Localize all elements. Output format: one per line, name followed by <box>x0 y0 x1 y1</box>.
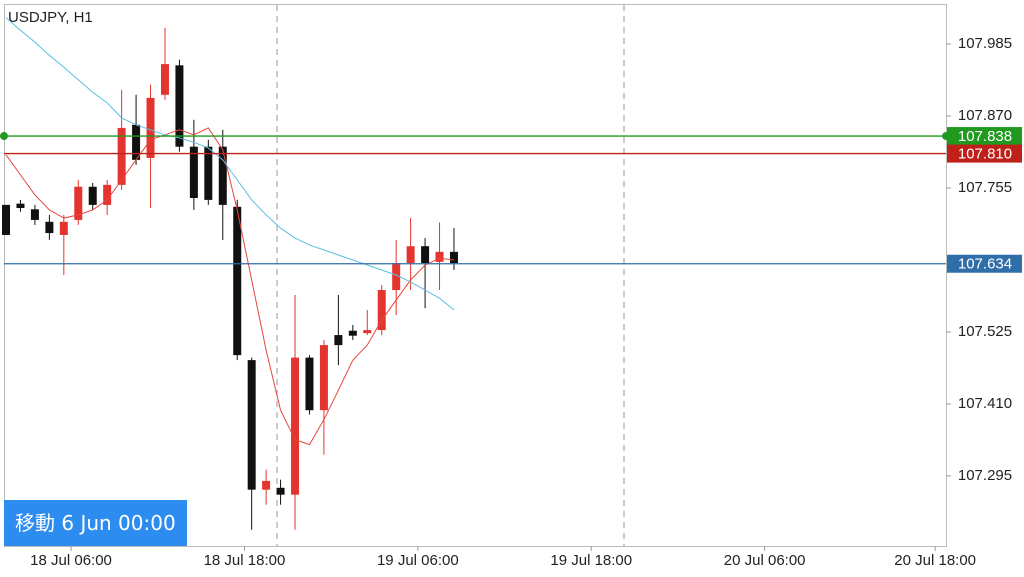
candle-body <box>160 64 169 95</box>
candle-body <box>2 204 11 235</box>
level-label-box <box>947 254 1022 273</box>
candle-body <box>16 203 25 209</box>
level-label: 107.838 <box>958 128 1012 145</box>
y-tick-label: 107.410 <box>958 395 1012 412</box>
chart-title: USDJPY, H1 <box>8 9 93 26</box>
x-tick-label: 18 Jul 06:00 <box>30 552 112 569</box>
candle-body <box>406 246 415 264</box>
candle-body <box>189 146 198 199</box>
candle-body <box>262 480 271 490</box>
candle-body <box>117 127 126 185</box>
candle-body <box>218 146 227 205</box>
candle-body <box>305 357 314 411</box>
level-label-box <box>947 127 1022 146</box>
candle-body <box>132 124 141 160</box>
candle-body <box>74 186 83 220</box>
candle-body <box>276 487 285 495</box>
y-tick-label: 107.525 <box>958 323 1012 340</box>
candle-body <box>45 221 54 234</box>
candle-body <box>421 246 430 264</box>
candle-body <box>291 357 300 495</box>
candle-body <box>319 345 328 411</box>
level-label: 107.810 <box>958 146 1012 163</box>
candle-body <box>233 206 242 356</box>
y-tick-label: 107.295 <box>958 467 1012 484</box>
candle-body <box>88 186 97 205</box>
candle-body <box>348 330 357 336</box>
candle-body <box>363 330 372 334</box>
x-tick-label: 19 Jul 18:00 <box>550 552 632 569</box>
y-tick-label: 107.755 <box>958 179 1012 196</box>
level-handle <box>0 132 8 141</box>
x-tick-label: 18 Jul 18:00 <box>204 552 286 569</box>
candle-body <box>175 65 184 147</box>
candle-body <box>59 221 68 235</box>
candle-body <box>103 184 112 205</box>
candle-body <box>449 251 458 264</box>
candle-body <box>30 209 39 220</box>
candle-body <box>146 97 155 158</box>
level-label-box <box>947 144 1022 163</box>
candle-body <box>435 251 444 262</box>
candle-body <box>334 335 343 346</box>
level-label: 107.634 <box>958 256 1012 273</box>
y-tick-label: 107.985 <box>958 35 1012 52</box>
plot-frame <box>4 4 947 547</box>
x-tick-label: 20 Jul 18:00 <box>894 552 976 569</box>
moving-average <box>5 127 455 446</box>
moving-average <box>5 17 455 311</box>
y-tick-label: 107.870 <box>958 107 1012 124</box>
x-tick-label: 20 Jul 06:00 <box>724 552 806 569</box>
candle-body <box>247 360 256 490</box>
candle-body <box>377 290 386 331</box>
candle-body <box>392 263 401 291</box>
jump-button[interactable]: 移動 6 Jun 00:00 <box>4 500 187 546</box>
x-tick-label: 19 Jul 06:00 <box>377 552 459 569</box>
candle-body <box>204 146 213 200</box>
